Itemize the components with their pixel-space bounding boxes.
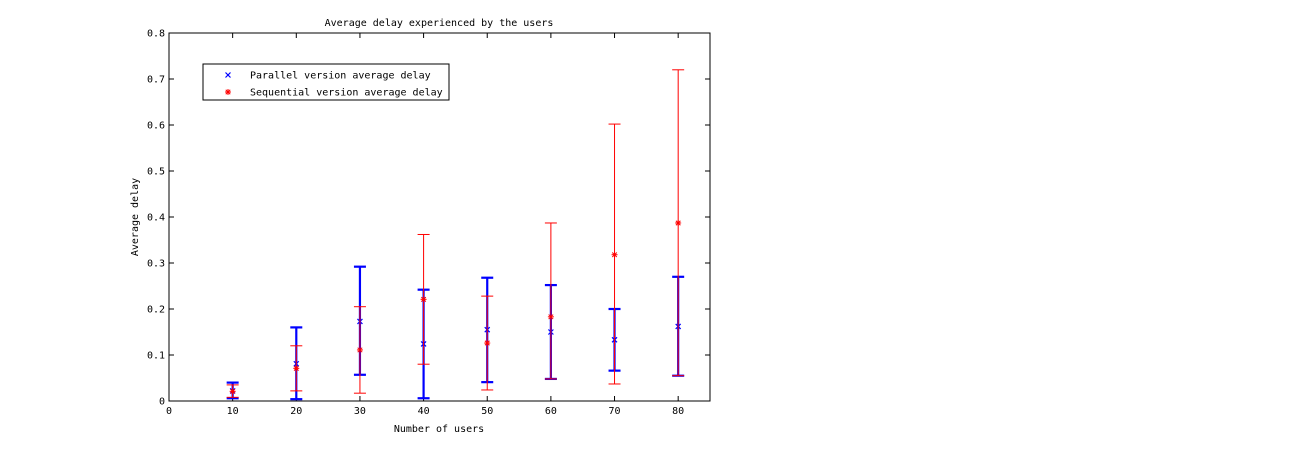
data-point — [484, 340, 491, 347]
y-tick-label: 0.1 — [147, 351, 165, 362]
y-tick-label: 0.6 — [147, 121, 165, 132]
x-tick-label: 80 — [672, 406, 684, 417]
y-axis-title: Average delay — [130, 178, 141, 256]
x-tick-label: 70 — [609, 406, 621, 417]
x-tick-label: 40 — [418, 406, 430, 417]
axis-ticks: 0 10 20 30 40 50 60 70 80 0 0.1 0.2 0.3 0.4 0.5 0.6 0.7 0… — [147, 29, 710, 417]
y-tick-label: 0.2 — [147, 305, 165, 316]
data-point — [611, 251, 618, 258]
legend-box — [202, 63, 450, 101]
y-tick-label: 0.3 — [147, 259, 165, 270]
y-tick-label: 0.8 — [147, 29, 165, 40]
y-tick-label: 0.4 — [147, 213, 165, 224]
y-tick-label: 0 — [159, 397, 165, 408]
x-tick-label: 0 — [166, 406, 172, 417]
data-point — [420, 296, 427, 303]
series-sequential — [226, 69, 685, 398]
x-axis-title: Number of users — [394, 424, 484, 435]
series-layer — [226, 69, 685, 401]
y-tick-label: 0.5 — [147, 167, 165, 178]
y-tick-label: 0.7 — [147, 75, 165, 86]
legend-marker-sequential — [225, 89, 231, 95]
legend: Parallel version average delay Sequential… — [202, 63, 450, 101]
legend-marker-parallel — [225, 72, 231, 78]
x-tick-label: 50 — [481, 406, 493, 417]
x-tick-label: 20 — [290, 406, 302, 417]
data-point — [547, 313, 554, 320]
x-tick-label: 30 — [354, 406, 366, 417]
data-point — [356, 346, 363, 353]
data-point — [229, 388, 236, 395]
x-tick-label: 60 — [545, 406, 557, 417]
chart-title: Average delay experienced by the users — [325, 18, 554, 29]
legend-label-parallel: Parallel version average delay — [250, 71, 431, 82]
x-tick-label: 10 — [227, 406, 239, 417]
data-point — [675, 219, 682, 226]
data-point — [293, 365, 300, 372]
legend-label-sequential: Sequential version average delay — [250, 88, 443, 99]
